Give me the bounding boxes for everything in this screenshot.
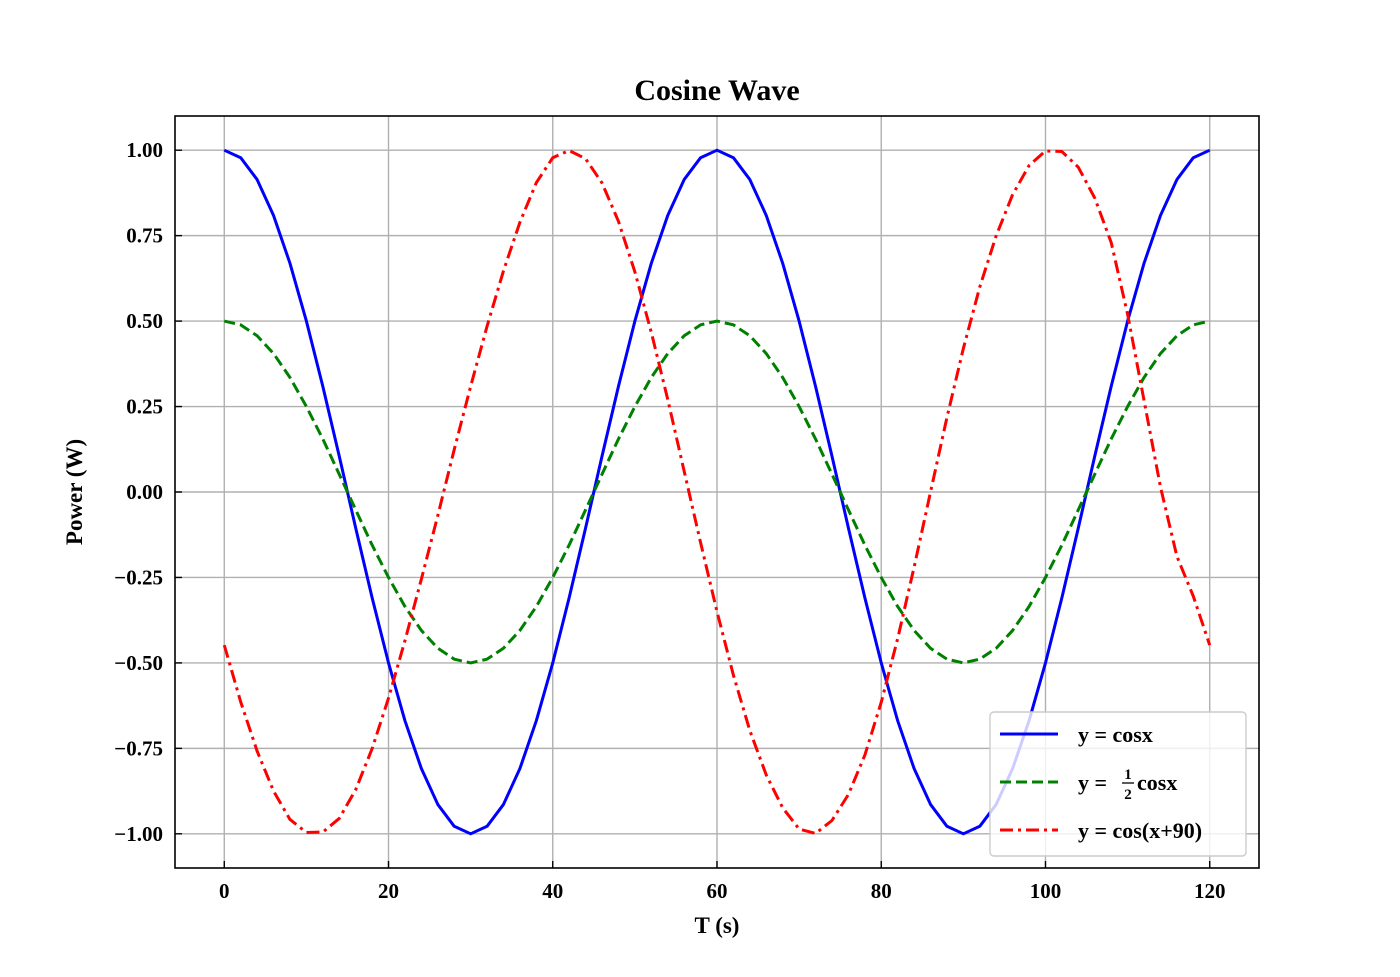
x-axis-label: T (s) — [695, 913, 740, 938]
series-line-half-cosx — [223, 319, 1211, 665]
series-line-cos-x-plus-90 — [222, 149, 1212, 835]
x-tick-label: 100 — [1030, 879, 1062, 903]
x-tick-label: 60 — [707, 879, 728, 903]
x-tick-label: 120 — [1194, 879, 1226, 903]
plot-area-frame — [174, 115, 1260, 869]
x-tick-label: 20 — [378, 879, 399, 903]
legend-label-half-cosx-suffix: cosx — [1137, 770, 1177, 795]
legend-label-cos-x-plus-90: y = cos(x+90) — [1078, 818, 1202, 843]
grid-lines — [175, 116, 1259, 868]
series-lines — [222, 148, 1212, 836]
x-tick-label: 80 — [871, 879, 892, 903]
legend-label-half-cosx-denominator: 2 — [1124, 787, 1132, 803]
y-tick-label: −0.50 — [114, 651, 163, 675]
y-tick-label: 0.25 — [126, 395, 163, 419]
legend-label-half-cosx-numerator: 1 — [1124, 767, 1132, 783]
series-line-cosx — [223, 148, 1211, 836]
legend-box — [989, 711, 1247, 857]
y-tick-label: −0.25 — [114, 565, 163, 589]
y-axis-label: Power (W) — [62, 439, 87, 545]
x-tick-label: 40 — [542, 879, 563, 903]
legend-label-cosx: y = cosx — [1078, 722, 1153, 747]
y-tick-label: 0.50 — [126, 309, 163, 333]
chart-title: Cosine Wave — [634, 74, 799, 107]
y-tick-label: 0.00 — [126, 480, 163, 504]
y-tick-label: 1.00 — [126, 138, 163, 162]
y-tick-label: −1.00 — [114, 822, 163, 846]
y-tick-label: −0.75 — [114, 736, 163, 760]
y-tick-label: 0.75 — [126, 224, 163, 248]
legend: y = cosx y = 1 2 cosx y = cos(x+90) — [989, 711, 1247, 857]
legend-label-half-cosx-prefix: y = — [1078, 770, 1107, 795]
axis-ticks: 0 20 40 60 80 100 120 1.00 0.75 0.50 0.25 0.00 −0.25… — [114, 138, 1225, 903]
x-tick-label: 0 — [219, 879, 230, 903]
